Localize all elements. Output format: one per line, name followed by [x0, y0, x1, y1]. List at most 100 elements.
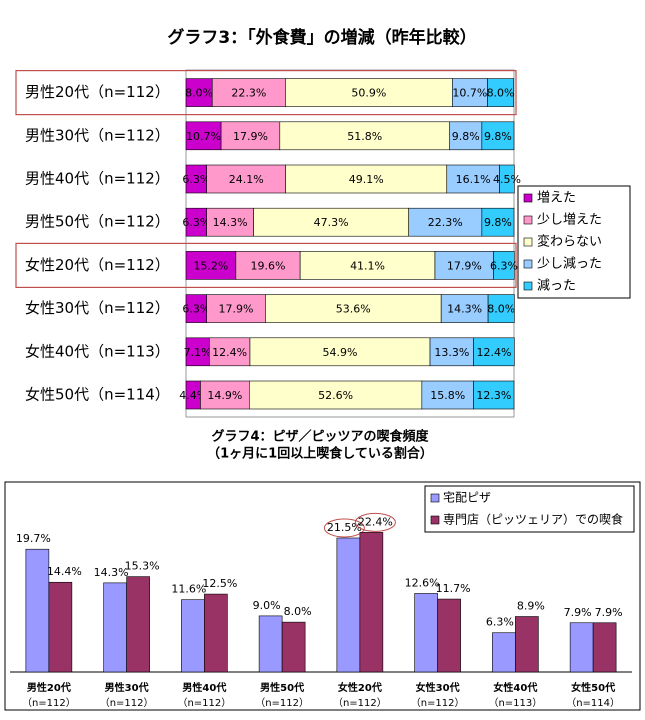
- bar: [258, 615, 283, 673]
- legend-swatch: [430, 515, 440, 525]
- legend-swatch: [523, 237, 533, 247]
- x-tick-label: 女性30代: [416, 681, 460, 694]
- y-tick-label: 男性30代（n=112）: [25, 126, 170, 144]
- data-label: 49.1%: [349, 173, 384, 186]
- bar-segment: [429, 337, 474, 367]
- highlight-circle: [354, 512, 396, 532]
- data-label: 9.8%: [484, 216, 512, 229]
- chart-subtitle: （1ヶ月に1回以上喫食している割合）: [207, 446, 433, 462]
- x-tick-label: 男性50代: [260, 681, 304, 694]
- bar-segment: [285, 164, 448, 194]
- bar-segment: [206, 164, 287, 194]
- y-tick-label: 男性40代（n=112）: [25, 170, 170, 188]
- y-tick-label: 女性20代（n=112）: [25, 256, 170, 274]
- legend-box: [424, 485, 635, 533]
- x-tick-label: （n=114）: [566, 697, 620, 709]
- bar-segment: [285, 78, 453, 107]
- data-label: 6.3%: [490, 259, 518, 272]
- data-label: 17.9%: [219, 303, 254, 316]
- bar-segment: [449, 121, 483, 151]
- legend-label: 変わらない: [537, 234, 602, 250]
- bar: [515, 616, 539, 673]
- bar-segment: [487, 294, 515, 323]
- legend-label: 宅配ピザ: [443, 490, 491, 505]
- data-label: 54.9%: [323, 346, 358, 359]
- bar-segment: [265, 294, 442, 323]
- data-label: 7.9%: [595, 606, 623, 619]
- data-label: 11.7%: [436, 582, 471, 595]
- data-label: 8.9%: [517, 600, 545, 613]
- bar-segment: [185, 78, 213, 107]
- bar-segment: [481, 121, 515, 151]
- x-tick-label: 男性30代: [105, 681, 149, 694]
- data-label: 17.9%: [447, 259, 482, 272]
- data-label: 12.4%: [212, 346, 247, 359]
- data-label: 15.2%: [193, 259, 228, 272]
- data-label: 51.8%: [347, 130, 382, 143]
- bar: [592, 622, 617, 673]
- data-label: 16.1%: [456, 173, 491, 186]
- bar: [103, 582, 127, 673]
- bar-segment: [235, 251, 301, 280]
- data-label: 12.3%: [476, 389, 511, 402]
- legend-swatch: [430, 493, 440, 503]
- bar: [414, 593, 438, 673]
- x-tick-label: （n=112）: [177, 697, 231, 709]
- bar: [569, 622, 594, 673]
- bar-segment: [249, 380, 423, 410]
- x-tick-label: （n=113）: [488, 697, 542, 709]
- legend-label: 増えた: [537, 191, 576, 206]
- data-label: 7.1%: [184, 346, 212, 359]
- x-tick-label: （n=112）: [255, 697, 309, 709]
- data-label: 4.5%: [493, 173, 521, 186]
- legend-label: 専門店（ピッツェリア）での喫食: [443, 512, 623, 527]
- data-label: 7.9%: [564, 606, 592, 619]
- data-label: 6.3%: [182, 303, 210, 316]
- data-label: 15.8%: [430, 389, 465, 402]
- bar-segment: [206, 207, 254, 237]
- bar-segment: [206, 294, 266, 323]
- legend-swatch: [523, 215, 533, 225]
- data-label: 53.6%: [336, 303, 371, 316]
- data-label: 12.4%: [477, 346, 512, 359]
- data-label: 14.9%: [207, 389, 242, 402]
- data-label: 8.0%: [487, 303, 515, 316]
- data-label: 8.0%: [284, 605, 312, 618]
- data-label: 22.4%: [358, 515, 393, 528]
- data-label: 41.1%: [350, 259, 385, 272]
- bar-segment: [408, 207, 483, 237]
- x-tick-label: 女性50代: [571, 681, 615, 694]
- bar-segment: [487, 78, 514, 107]
- chart-title: グラフ4：ピザ／ピッツアの喫食頻度: [211, 429, 429, 445]
- data-label: 9.8%: [452, 130, 480, 143]
- x-tick-label: （n=112）: [333, 697, 387, 709]
- data-label: 47.3%: [314, 216, 349, 229]
- data-label: 14.3%: [447, 303, 482, 316]
- bar-segment: [220, 121, 281, 151]
- bar-segment: [473, 337, 515, 367]
- data-label: 21.5%: [327, 521, 362, 534]
- data-label: 19.6%: [251, 259, 286, 272]
- legend-label: 減った: [537, 278, 576, 294]
- x-tick-label: （n=112）: [411, 697, 465, 709]
- data-label: 9.0%: [253, 599, 281, 612]
- y-tick-label: 女性40代（n=113）: [25, 342, 170, 360]
- bar-segment: [481, 207, 515, 237]
- bar-segment: [249, 337, 431, 367]
- bar: [126, 576, 150, 673]
- data-label: 13.3%: [434, 346, 469, 359]
- highlight-box: [15, 242, 517, 288]
- data-label: 17.9%: [233, 130, 268, 143]
- data-label: 10.7%: [452, 87, 487, 100]
- data-label: 22.3%: [231, 87, 266, 100]
- data-label: 22.3%: [428, 216, 463, 229]
- data-label: 52.6%: [318, 389, 353, 402]
- bar: [204, 593, 228, 673]
- data-label: 19.7%: [16, 532, 51, 545]
- bar-segment: [208, 337, 251, 367]
- data-label: 6.3%: [182, 173, 210, 186]
- data-label: 50.9%: [351, 87, 386, 100]
- bar-segment: [253, 207, 410, 237]
- legend-swatch: [523, 259, 533, 269]
